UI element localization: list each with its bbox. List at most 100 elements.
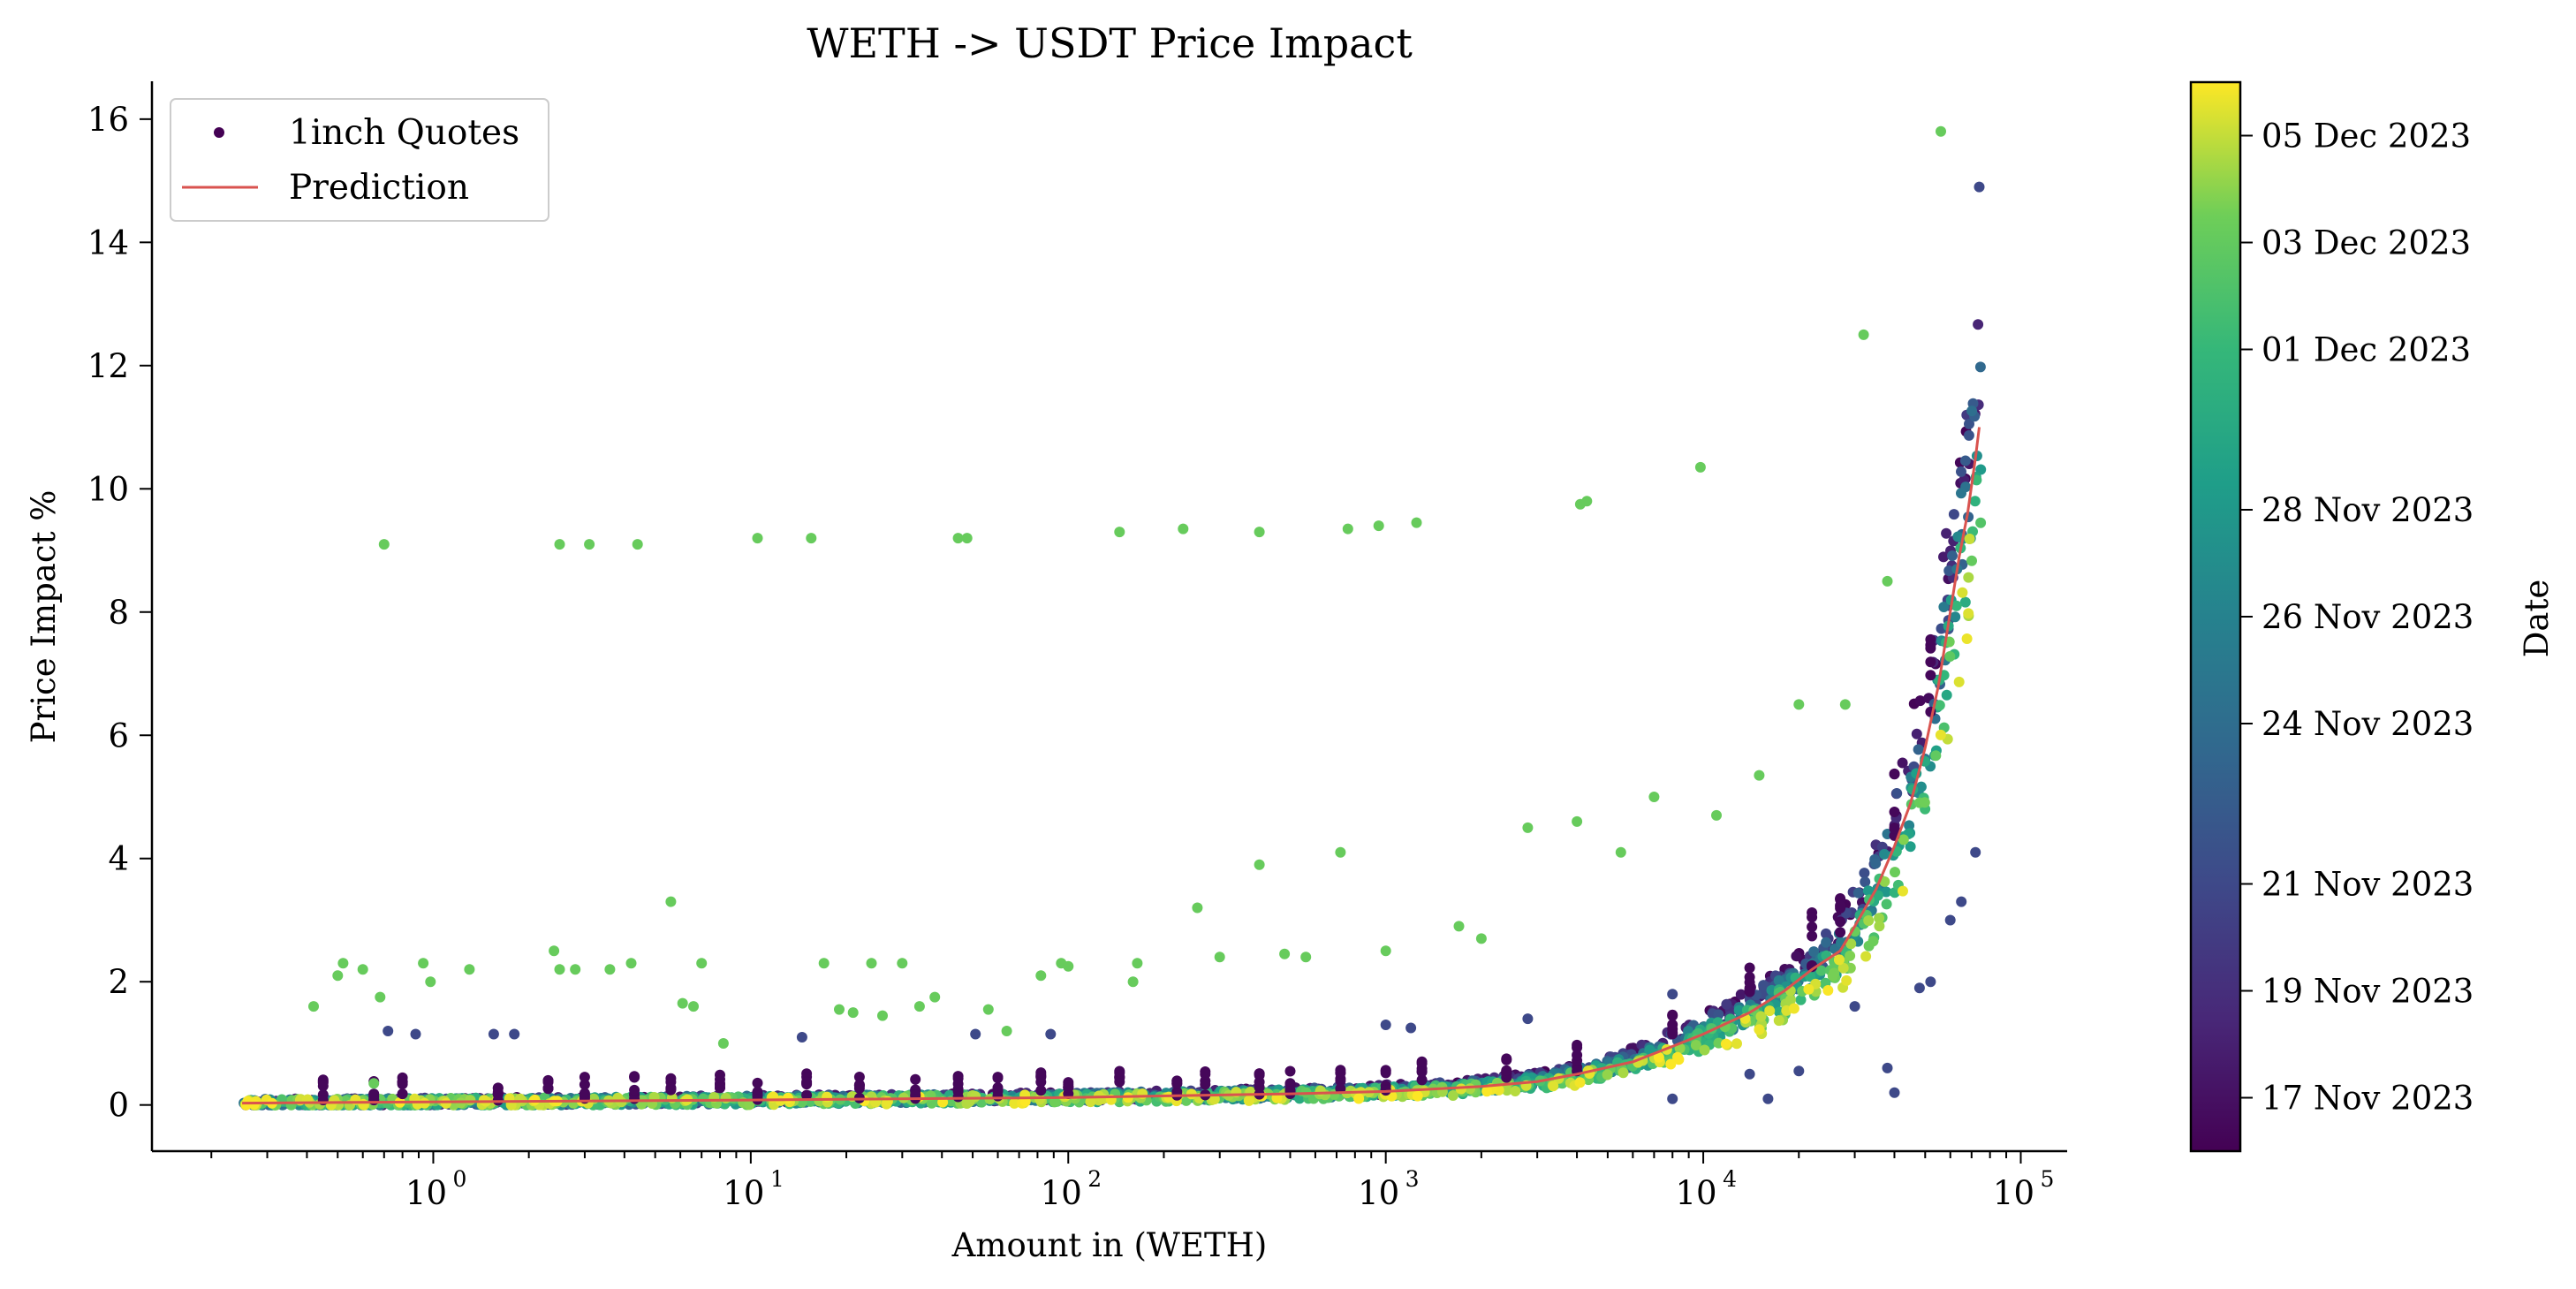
quote-outlier-point [584, 539, 595, 550]
quote-outlier-point [1475, 933, 1487, 944]
quote-point [1925, 656, 1936, 668]
quote-point [1731, 1038, 1742, 1050]
quote-outlier-point [1936, 125, 1946, 137]
quote-point [1860, 876, 1871, 888]
quote-point [1915, 781, 1927, 792]
quote-outlier-point [970, 1028, 981, 1040]
quote-outlier-point [368, 1078, 380, 1089]
quote-point [397, 1079, 408, 1090]
quote-point [1807, 921, 1818, 933]
quote-point [1035, 1085, 1047, 1096]
quote-outlier-point [877, 1010, 888, 1021]
quote-outlier-point [337, 958, 349, 969]
y-tick-label: 4 [108, 840, 129, 878]
quote-point [1874, 913, 1885, 924]
quote-outlier-point [1380, 1020, 1391, 1030]
quote-point [1788, 1003, 1799, 1014]
quote-point [910, 1073, 921, 1085]
quote-outlier-point [1648, 792, 1660, 802]
quote-point [465, 1095, 476, 1106]
colorbar-gradient [2189, 80, 2242, 1153]
quote-outlier-point [1572, 815, 1583, 827]
quote-point [1941, 689, 1952, 701]
quote-point [1951, 600, 1962, 611]
quote-point [1764, 1005, 1776, 1017]
quote-point [1807, 930, 1818, 942]
quote-point [853, 1080, 865, 1091]
quote-point [1938, 551, 1949, 563]
quote-outlier-point [604, 964, 616, 975]
quote-point [1959, 596, 1971, 608]
quote-point [1208, 1094, 1220, 1105]
quote-outlier-point [1913, 982, 1925, 994]
quote-outlier-point [1254, 527, 1265, 538]
quote-point [1254, 1081, 1265, 1093]
y-tick-label: 10 [87, 470, 129, 508]
quote-point [720, 1093, 731, 1103]
quote-outlier-point [1793, 699, 1805, 710]
quote-outlier-point [1300, 952, 1312, 963]
quote-outlier-point [1453, 921, 1465, 932]
quote-point [744, 1099, 755, 1111]
colorbar-label: Date [2518, 580, 2556, 658]
x-tick-exponent: 4 [1723, 1166, 1737, 1192]
quote-point [1957, 587, 1968, 598]
quote-point [1969, 496, 1981, 507]
quote-point [1833, 954, 1845, 966]
quote-outlier-point [1581, 496, 1593, 507]
quote-outlier-point [847, 1007, 859, 1019]
quote-point [1963, 429, 1974, 441]
quote-point [542, 1083, 554, 1095]
quote-point [1881, 899, 1892, 910]
quote-outlier-point [509, 1028, 520, 1040]
quote-point [1755, 1011, 1767, 1022]
quote-point [1744, 986, 1755, 997]
x-tick-exponent: 5 [2040, 1166, 2054, 1192]
quote-point [1963, 572, 1974, 583]
colorbar-tick-label: 26 Nov 2023 [2262, 598, 2474, 636]
quote-point [1815, 965, 1827, 976]
quote-outlier-point [1839, 699, 1851, 710]
quote-point [1943, 565, 1955, 576]
quote-point [412, 1098, 423, 1110]
quote-point [801, 1089, 813, 1101]
colorbar-tick-label: 01 Dec 2023 [2262, 331, 2471, 369]
quote-point [1874, 921, 1885, 932]
quote-outlier-point [1667, 1093, 1678, 1104]
quote-point [1881, 886, 1892, 898]
y-tick-label: 2 [108, 963, 129, 1001]
quote-point [1733, 1005, 1745, 1016]
quote-outlier-point [1956, 896, 1967, 907]
quote-point [1966, 406, 1978, 417]
quote-point [1935, 729, 1946, 740]
quote-point [1964, 418, 1974, 429]
quote-outlier-point [425, 976, 436, 988]
x-tick-label: 10 [1041, 1174, 1082, 1212]
quote-point [1200, 1079, 1211, 1090]
quote-outlier-point [554, 539, 565, 550]
quote-point [1284, 1065, 1296, 1077]
quote-point [579, 1088, 590, 1099]
quote-point [1938, 602, 1950, 612]
quote-outlier-point [1254, 859, 1265, 870]
quote-point [1827, 970, 1838, 982]
quote-point [1860, 951, 1872, 962]
quote-outlier-point [632, 539, 643, 550]
quote-outlier-point [1858, 329, 1869, 340]
quote-point [1791, 951, 1802, 962]
quote-point [1548, 1080, 1559, 1092]
quote-point [1481, 1086, 1493, 1097]
quote-point [992, 1085, 1004, 1096]
quote-outlier-point [1762, 1093, 1774, 1104]
quote-outlier-point [570, 964, 581, 975]
quote-outlier-point [1974, 181, 1985, 193]
quote-point [1941, 527, 1952, 539]
y-axis-label: Price Impact % [25, 490, 63, 744]
quote-point [1171, 1078, 1183, 1089]
quote-point [1925, 633, 1936, 645]
x-tick-exponent: 3 [1405, 1166, 1420, 1192]
quote-point [1085, 1096, 1096, 1108]
quote-outlier-point [357, 964, 368, 975]
x-tick-label: 10 [1993, 1174, 2034, 1212]
quote-point [1416, 1058, 1428, 1069]
